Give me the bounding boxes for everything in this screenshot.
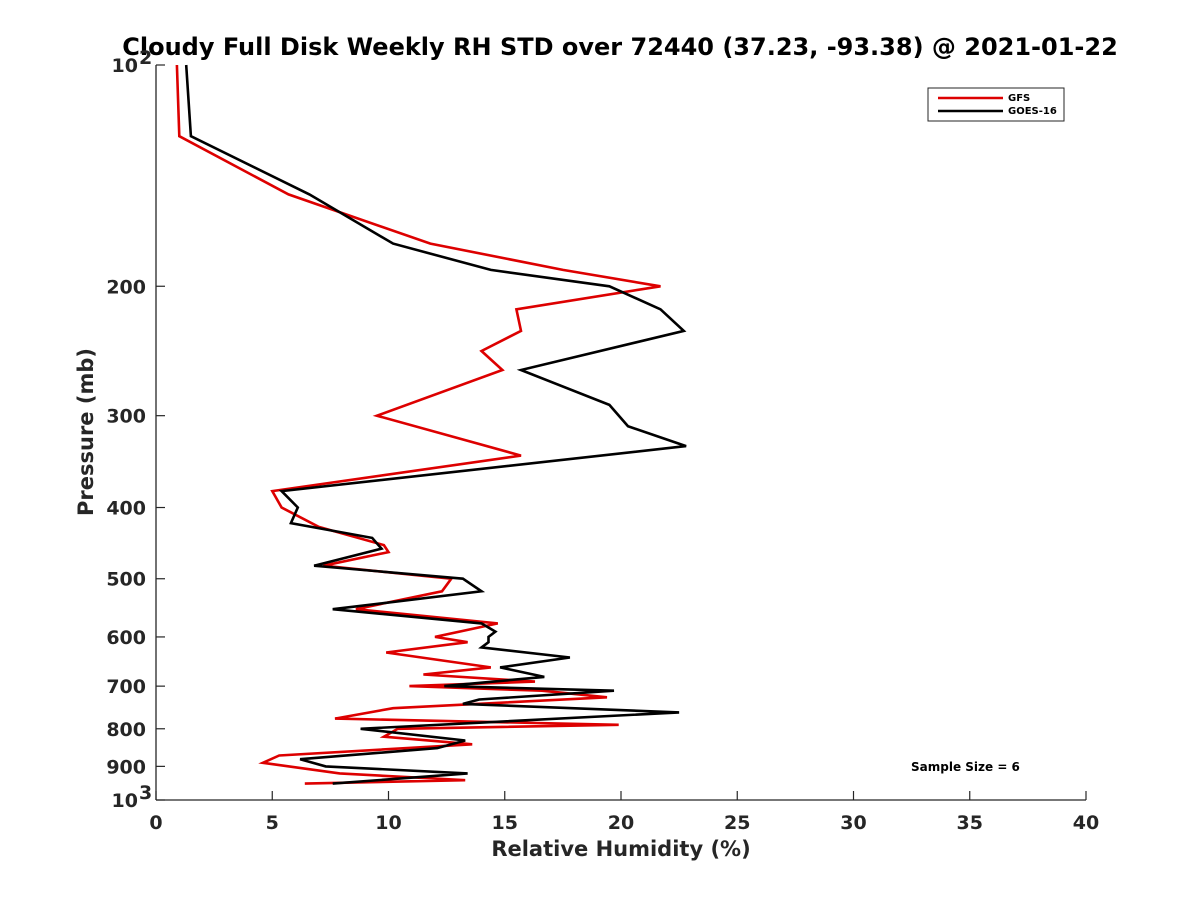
series-lines (175, 64, 687, 785)
x-tick-label: 15 (492, 812, 518, 834)
x-tick-label: 5 (266, 812, 279, 834)
plot-area: 0 5 10 15 20 25 30 35 40 10 220030040050060070080… (106, 47, 1099, 834)
legend-label-goes16: GOES-16 (1008, 106, 1057, 117)
x-tick-label: 40 (1073, 812, 1099, 834)
y-tick-exponent: 3 (139, 782, 152, 804)
x-axis-ticks: 0 5 10 15 20 25 30 35 40 (149, 791, 1099, 834)
legend: GFS GOES-16 (927, 87, 1065, 122)
legend-box (927, 87, 1065, 122)
x-tick-label: 25 (724, 812, 750, 834)
y-tick-exponent: 2 (139, 47, 152, 69)
x-axis-label: Relative Humidity (%) (491, 837, 750, 861)
sample-size-annotation: Sample Size = 6 (911, 760, 1020, 774)
y-tick-label: 900 (106, 756, 146, 778)
legend-label-gfs: GFS (1008, 93, 1030, 104)
x-tick-label: 0 (149, 812, 162, 834)
chart-title: Cloudy Full Disk Weekly RH STD over 7244… (122, 33, 1118, 61)
y-tick-label: 500 (106, 569, 146, 591)
x-tick-label: 35 (957, 812, 983, 834)
y-tick-label: 10 (112, 55, 138, 77)
y-tick-label: 700 (106, 676, 146, 698)
y-tick-label: 10 (112, 790, 138, 812)
series-line-gfs (175, 64, 661, 785)
x-tick-label: 30 (840, 812, 866, 834)
x-tick-label: 10 (375, 812, 401, 834)
y-tick-label: 300 (106, 406, 146, 428)
y-tick-label: 600 (106, 627, 146, 649)
y-tick-label: 400 (106, 498, 146, 520)
x-tick-label: 20 (608, 812, 634, 834)
y-tick-label: 800 (106, 719, 146, 741)
y-axis-label: Pressure (mb) (74, 348, 98, 516)
y-tick-label: 200 (106, 276, 146, 298)
series-line-goes16 (184, 64, 687, 785)
